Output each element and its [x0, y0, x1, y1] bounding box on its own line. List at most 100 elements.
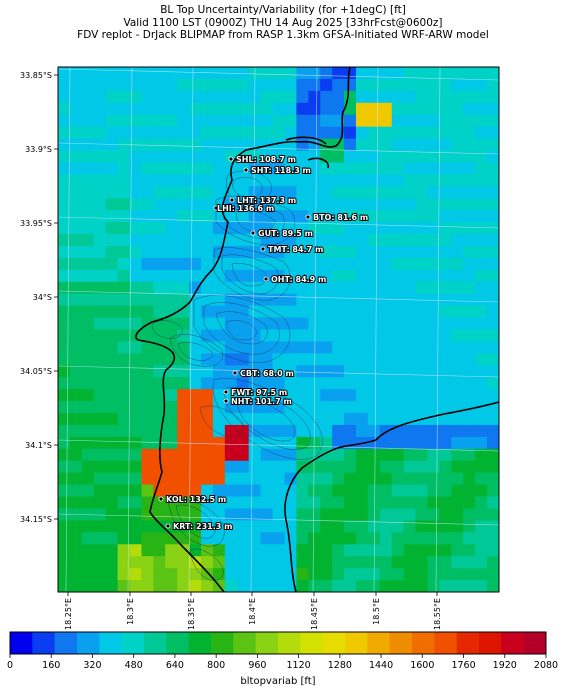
field-cell — [391, 365, 405, 378]
field-cell — [320, 293, 333, 307]
field-cell — [224, 508, 238, 521]
field-cell — [463, 305, 476, 318]
field-cell — [272, 532, 285, 545]
field-cell — [248, 520, 262, 533]
field-cell — [272, 150, 285, 163]
field-cell — [201, 174, 214, 187]
field-cell — [415, 126, 428, 139]
field-cell — [105, 126, 118, 139]
field-cell — [439, 401, 452, 414]
field-cell — [201, 365, 214, 378]
field-cell — [93, 186, 107, 199]
field-cell — [391, 281, 405, 295]
field-cell — [105, 377, 118, 390]
field-cell — [320, 186, 333, 199]
field-cell — [379, 413, 393, 426]
field-cell — [189, 317, 202, 330]
field-cell — [93, 448, 107, 462]
field-cell — [463, 102, 476, 116]
field-cell — [81, 222, 95, 235]
field-cell — [391, 341, 405, 354]
field-cell — [487, 198, 499, 211]
field-cell — [69, 472, 83, 486]
field-cell — [117, 556, 130, 569]
field-cell — [153, 174, 166, 187]
field-cell — [367, 448, 381, 462]
field-cell — [69, 174, 83, 187]
station-label: LHI: 136.6 m — [217, 204, 274, 213]
field-cell — [332, 365, 345, 378]
field-cell — [391, 520, 405, 533]
field-cell — [344, 174, 357, 187]
field-cell — [69, 102, 83, 116]
field-cell — [284, 210, 297, 223]
field-cell — [248, 305, 262, 318]
field-cell — [415, 78, 428, 92]
field-cell — [427, 460, 440, 474]
field-cell — [284, 365, 297, 378]
field-cell — [379, 520, 393, 533]
field-cell — [224, 257, 238, 271]
field-cell — [69, 198, 83, 211]
field-cell — [69, 269, 83, 283]
field-cell — [439, 305, 452, 318]
field-cell — [367, 126, 381, 139]
field-cell — [224, 580, 238, 592]
field-cell — [320, 532, 333, 545]
field-cell — [212, 234, 226, 247]
field-cell — [260, 532, 273, 545]
field-cell — [141, 67, 154, 80]
field-cell — [332, 460, 345, 474]
field-cell — [93, 162, 107, 175]
field-cell — [403, 186, 416, 199]
field-cell — [236, 341, 250, 354]
field-cell — [355, 448, 369, 462]
field-cell — [236, 114, 250, 128]
field-cell — [296, 377, 309, 390]
field-cell — [236, 78, 250, 92]
field-cell — [415, 436, 428, 450]
field-cell — [320, 424, 333, 438]
field-cell — [224, 496, 238, 509]
field-cell — [81, 377, 95, 390]
field-cell — [117, 353, 130, 366]
field-cell — [475, 67, 488, 80]
field-cell — [141, 198, 154, 211]
field-cell — [201, 210, 214, 223]
field-cell — [58, 162, 71, 175]
field-cell — [177, 138, 190, 151]
field-cell — [165, 150, 178, 163]
field-cell — [236, 520, 250, 533]
field-cell — [308, 150, 321, 163]
station-label: BTO: 81.6 m — [313, 213, 368, 222]
field-cell — [58, 460, 71, 474]
field-cell — [105, 568, 118, 581]
field-cell — [439, 424, 452, 438]
field-cell — [439, 174, 452, 187]
field-cell — [272, 281, 285, 295]
station-lht: LHT: 137.3 m — [229, 195, 297, 206]
field-cell — [129, 496, 142, 509]
field-cell — [212, 162, 226, 175]
station-marker — [232, 370, 238, 376]
colorbar-swatch — [10, 632, 33, 654]
field-cell — [487, 544, 499, 557]
field-cell — [463, 389, 476, 402]
field-cell — [248, 544, 262, 557]
field-cell — [296, 317, 309, 330]
field-cell — [58, 484, 71, 497]
field-cell — [260, 281, 273, 295]
field-cell — [451, 341, 464, 354]
field-cell — [403, 580, 416, 592]
field-cell — [332, 580, 345, 592]
field-cell — [93, 520, 107, 533]
field-cell — [296, 401, 309, 414]
field-cell — [212, 484, 226, 497]
field-cell — [320, 520, 333, 533]
field-cell — [141, 245, 154, 259]
field-cell — [105, 484, 118, 497]
field-cell — [308, 353, 321, 366]
longitude-axis: 18.25°E 18.3°E 18.35°E 18.4°E 18.45°E 18.5°E 1… — [64, 592, 442, 630]
field-cell — [58, 568, 71, 581]
field-cell — [332, 305, 345, 318]
